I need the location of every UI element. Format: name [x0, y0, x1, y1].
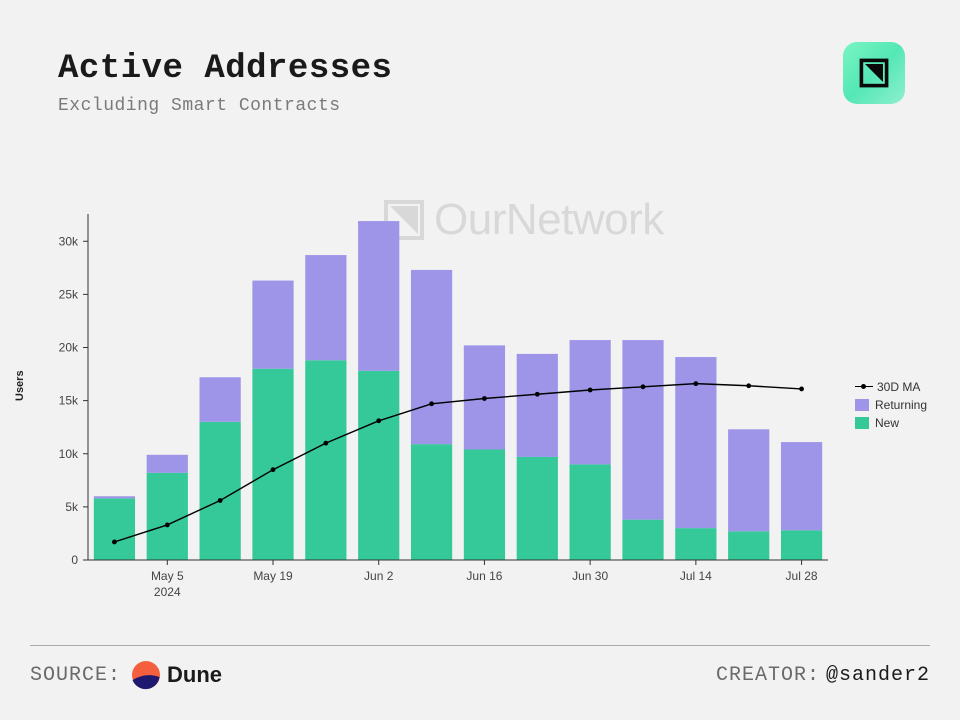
ma-point: [693, 381, 698, 386]
legend-swatch: [855, 417, 869, 429]
y-tick-label: 30k: [59, 234, 79, 248]
y-tick-label: 0: [71, 553, 78, 567]
ma-point: [112, 540, 117, 545]
bar-new: [464, 450, 505, 561]
x-tick-label: Jul 14: [680, 569, 712, 583]
arrow-box-icon: [856, 55, 892, 91]
dune-logo: Dune: [131, 660, 222, 690]
x-tick-label: Jun 2: [364, 569, 394, 583]
y-axis-label: Users: [14, 370, 26, 401]
y-tick-label: 25k: [59, 287, 79, 301]
footer: SOURCE: Dune CREATOR: @sander2: [30, 645, 930, 690]
bar-new: [675, 528, 716, 560]
y-tick-label: 20k: [59, 341, 79, 355]
x-year-label: 2024: [154, 585, 181, 599]
page-title: Active Addresses: [58, 50, 902, 88]
bar-returning: [305, 255, 346, 360]
legend-item: New: [855, 416, 927, 430]
bar-new: [252, 369, 293, 560]
ma-point: [746, 383, 751, 388]
x-tick-label: Jun 30: [572, 569, 608, 583]
legend-label: Returning: [875, 398, 927, 412]
bar-new: [622, 520, 663, 560]
legend-line-marker: [855, 381, 873, 393]
chart-svg: 0 5k 10k 15k 20k 25k 30k May 5 May 19 Jun 2 Jun 16…: [30, 200, 850, 610]
legend-label: 30D MA: [877, 380, 920, 394]
bar-returning: [200, 377, 241, 422]
ma-point: [323, 441, 328, 446]
bar-returning: [728, 429, 769, 531]
bar-new: [411, 444, 452, 560]
bar-returning: [781, 442, 822, 530]
source-label: SOURCE:: [30, 664, 121, 687]
bar-new: [781, 530, 822, 560]
bar-new: [200, 422, 241, 560]
chart-area: 0 5k 10k 15k 20k 25k 30k May 5 May 19 Jun 2 Jun 16…: [30, 200, 850, 610]
bar-new: [358, 371, 399, 560]
dune-icon: [131, 660, 161, 690]
legend-item: 30D MA: [855, 380, 927, 394]
bar-returning: [411, 270, 452, 444]
bar-new: [147, 473, 188, 560]
bar-returning: [517, 354, 558, 457]
bar-returning: [252, 281, 293, 369]
bar-returning: [622, 340, 663, 520]
x-tick-label: Jun 16: [466, 569, 502, 583]
bar-returning: [358, 221, 399, 371]
legend-item: Returning: [855, 398, 927, 412]
x-tick-label: May 19: [253, 569, 293, 583]
legend: 30D MA Returning New: [855, 380, 927, 434]
creator-handle: @sander2: [826, 664, 930, 687]
bar-new: [305, 360, 346, 560]
legend-label: New: [875, 416, 899, 430]
ma-point: [482, 396, 487, 401]
y-tick-label: 5k: [65, 500, 79, 514]
bar-returning: [570, 340, 611, 464]
bar-new: [94, 498, 135, 560]
x-tick-label: Jul 28: [786, 569, 818, 583]
bar-returning: [147, 455, 188, 473]
page-subtitle: Excluding Smart Contracts: [58, 96, 902, 116]
ma-point: [271, 467, 276, 472]
ma-point: [535, 392, 540, 397]
ma-point: [799, 387, 804, 392]
y-tick-label: 15k: [59, 394, 79, 408]
bar-new: [517, 457, 558, 560]
ma-point: [588, 388, 593, 393]
creator-label: CREATOR:: [716, 664, 820, 687]
ma-point: [429, 401, 434, 406]
legend-swatch: [855, 399, 869, 411]
ma-point: [376, 418, 381, 423]
header: Active Addresses Excluding Smart Contrac…: [58, 50, 902, 116]
footer-source: SOURCE: Dune: [30, 660, 222, 690]
y-tick-label: 10k: [59, 447, 79, 461]
bar-returning: [94, 496, 135, 498]
bar-new: [570, 464, 611, 560]
ma-point: [165, 523, 170, 528]
footer-creator: CREATOR: @sander2: [716, 664, 930, 687]
brand-logo-badge: [843, 42, 905, 104]
x-tick-label: May 5: [151, 569, 184, 583]
bar-new: [728, 531, 769, 560]
ma-point: [218, 498, 223, 503]
source-name: Dune: [167, 662, 222, 688]
ma-point: [641, 384, 646, 389]
